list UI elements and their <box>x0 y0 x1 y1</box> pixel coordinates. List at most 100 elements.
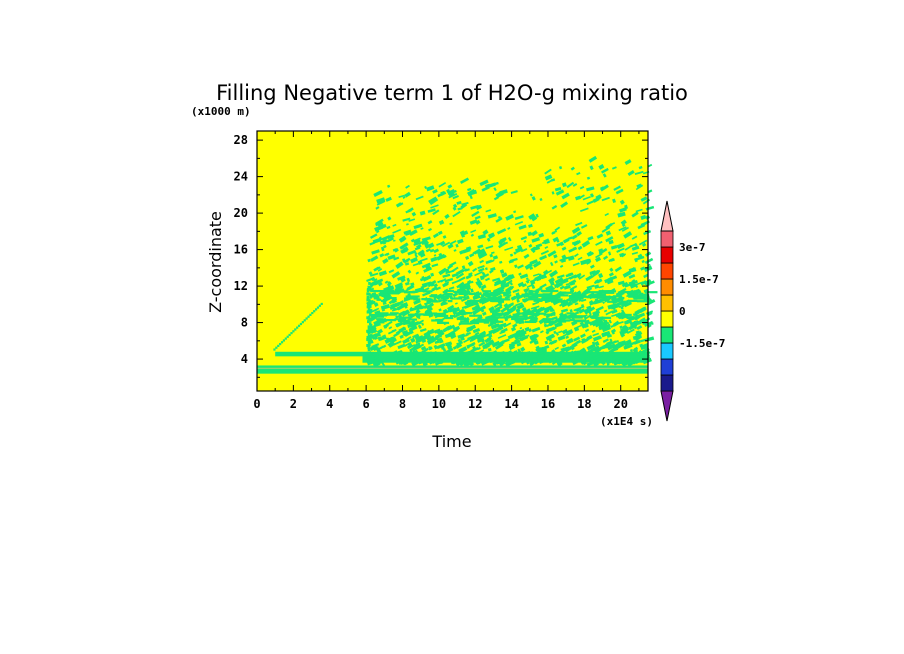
green-streak <box>377 312 389 315</box>
green-patch <box>563 284 571 290</box>
green-streak <box>542 318 554 321</box>
green-patch <box>397 306 404 311</box>
green-patch <box>476 248 486 256</box>
green-patch <box>432 209 440 216</box>
green-patch <box>380 304 391 311</box>
green-patch <box>404 281 410 286</box>
green-streak <box>481 294 493 297</box>
green-patch <box>375 220 383 227</box>
green-patch <box>595 240 603 246</box>
green-patch <box>500 350 505 355</box>
y-tick-label: 8 <box>241 316 248 330</box>
green-patch <box>432 232 439 239</box>
green-patch <box>444 213 450 219</box>
green-patch <box>588 155 598 163</box>
green-patch <box>524 262 533 270</box>
green-patch <box>602 173 607 178</box>
green-patch <box>604 350 612 355</box>
green-patch <box>424 185 428 189</box>
green-patch <box>464 360 474 367</box>
green-patch <box>509 257 518 263</box>
green-patch <box>504 285 514 293</box>
green-patch <box>574 359 578 364</box>
green-patch <box>386 225 391 230</box>
green-patch <box>455 243 459 248</box>
green-patch <box>415 309 420 313</box>
green-patch <box>549 261 554 267</box>
green-patch <box>398 310 406 317</box>
green-streak <box>533 299 539 302</box>
green-patch <box>456 340 464 346</box>
green-patch <box>387 281 391 285</box>
green-patch <box>616 244 622 248</box>
green-patch <box>576 309 580 312</box>
green-patch <box>467 188 476 196</box>
green-patch <box>530 359 538 366</box>
x-tick-label: 4 <box>326 397 333 411</box>
green-patch <box>586 284 595 289</box>
green-patch <box>617 211 626 218</box>
green-streak <box>570 297 584 300</box>
green-patch <box>564 345 574 353</box>
green-patch <box>489 350 498 356</box>
green-patch <box>572 262 580 267</box>
green-streak <box>635 314 642 318</box>
green-patch <box>399 242 409 250</box>
green-patch <box>539 330 544 334</box>
green-patch <box>496 228 507 235</box>
green-patch <box>558 348 567 355</box>
green-patch <box>601 331 608 336</box>
green-patch <box>583 287 591 295</box>
green-front <box>368 281 371 285</box>
green-patch <box>629 349 634 353</box>
green-front <box>366 316 369 320</box>
green-patch <box>551 349 556 354</box>
green-patch <box>606 343 616 351</box>
green-patch <box>401 309 410 317</box>
green-patch <box>617 280 625 286</box>
green-streak <box>442 291 448 294</box>
green-streak-dot <box>311 311 314 315</box>
green-streak <box>456 291 468 294</box>
green-patch <box>635 208 643 213</box>
green-patch <box>573 324 582 330</box>
green-patch <box>641 259 645 264</box>
green-patch <box>460 202 468 209</box>
green-streak <box>469 314 475 317</box>
green-patch <box>575 195 582 201</box>
colorbar-label: 0 <box>679 305 686 318</box>
green-streak <box>458 292 467 295</box>
green-streak-dot <box>290 332 293 335</box>
green-patch <box>635 350 644 356</box>
green-patch <box>521 283 527 288</box>
green-patch <box>461 265 466 270</box>
green-patch <box>522 355 526 361</box>
green-patch <box>643 273 649 279</box>
green-streak <box>633 321 646 324</box>
green-streak <box>618 313 632 317</box>
green-patch <box>604 323 611 329</box>
green-front <box>366 292 369 296</box>
green-streak <box>421 298 431 301</box>
green-streak <box>453 297 463 300</box>
green-patch <box>444 277 454 283</box>
green-patch <box>373 308 378 312</box>
green-patch <box>430 352 436 358</box>
green-patch <box>557 330 563 334</box>
green-patch <box>480 309 485 313</box>
green-patch <box>514 336 522 342</box>
green-patch <box>368 271 373 276</box>
green-patch <box>441 349 451 356</box>
green-patch <box>492 362 497 367</box>
green-patch <box>502 305 512 311</box>
green-streak <box>386 313 397 316</box>
green-patch <box>517 354 525 359</box>
green-front <box>369 317 372 321</box>
green-patch <box>559 264 564 268</box>
y-tick-label: 20 <box>234 206 248 220</box>
green-patch <box>538 348 548 353</box>
green-patch <box>470 334 479 342</box>
green-patch <box>422 355 430 361</box>
green-patch <box>586 250 593 257</box>
